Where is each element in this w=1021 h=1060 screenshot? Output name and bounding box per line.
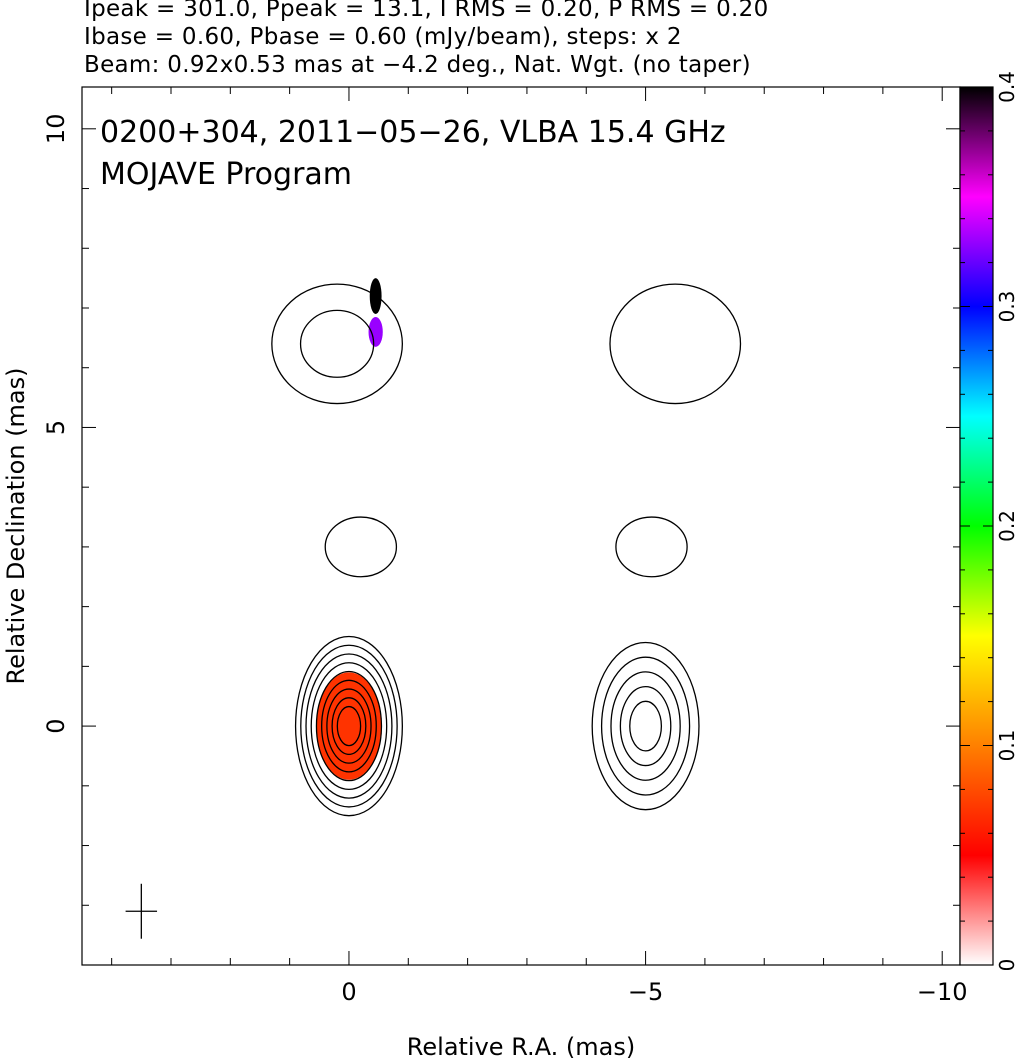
- contour-line: [611, 672, 680, 780]
- y-tick-label: 5: [42, 420, 70, 435]
- contour-line: [272, 284, 403, 403]
- contour-line: [301, 310, 374, 377]
- y-tick-label: 10: [42, 114, 70, 145]
- contour-line: [620, 687, 670, 766]
- chart-title: 0200+304, 2011−05−26, VLBA 15.4 GHz: [100, 115, 726, 150]
- colorbar-tick-label: 0.3: [995, 291, 1019, 323]
- contour-line: [630, 701, 662, 751]
- contour-line: [592, 642, 699, 809]
- beam-marker: [126, 884, 157, 939]
- x-tick-label: −5: [628, 978, 663, 1006]
- contour-line: [616, 517, 687, 577]
- colorbar-tick-label: 0: [995, 959, 1019, 972]
- x-tick-label: −10: [917, 978, 968, 1006]
- colorbar-tick-label: 0.4: [995, 71, 1019, 103]
- x-axis-label: Relative R.A. (mas): [407, 1033, 635, 1060]
- plot-frame: [82, 87, 960, 965]
- colorbar-tick-label: 0.1: [995, 730, 1019, 762]
- contour-line: [602, 657, 690, 795]
- x-tick-label: 0: [341, 978, 356, 1006]
- contour-line: [610, 284, 741, 403]
- chart-subtitle: MOJAVE Program: [100, 157, 352, 192]
- y-tick-label: 0: [42, 718, 70, 733]
- colorbar-tick-label: 0.2: [995, 510, 1019, 542]
- y-axis-label: Relative Declination (mas): [2, 367, 30, 684]
- axis-ticks: 0 −5 −10 0 5 10: [42, 87, 968, 1006]
- contour-line: [325, 517, 396, 577]
